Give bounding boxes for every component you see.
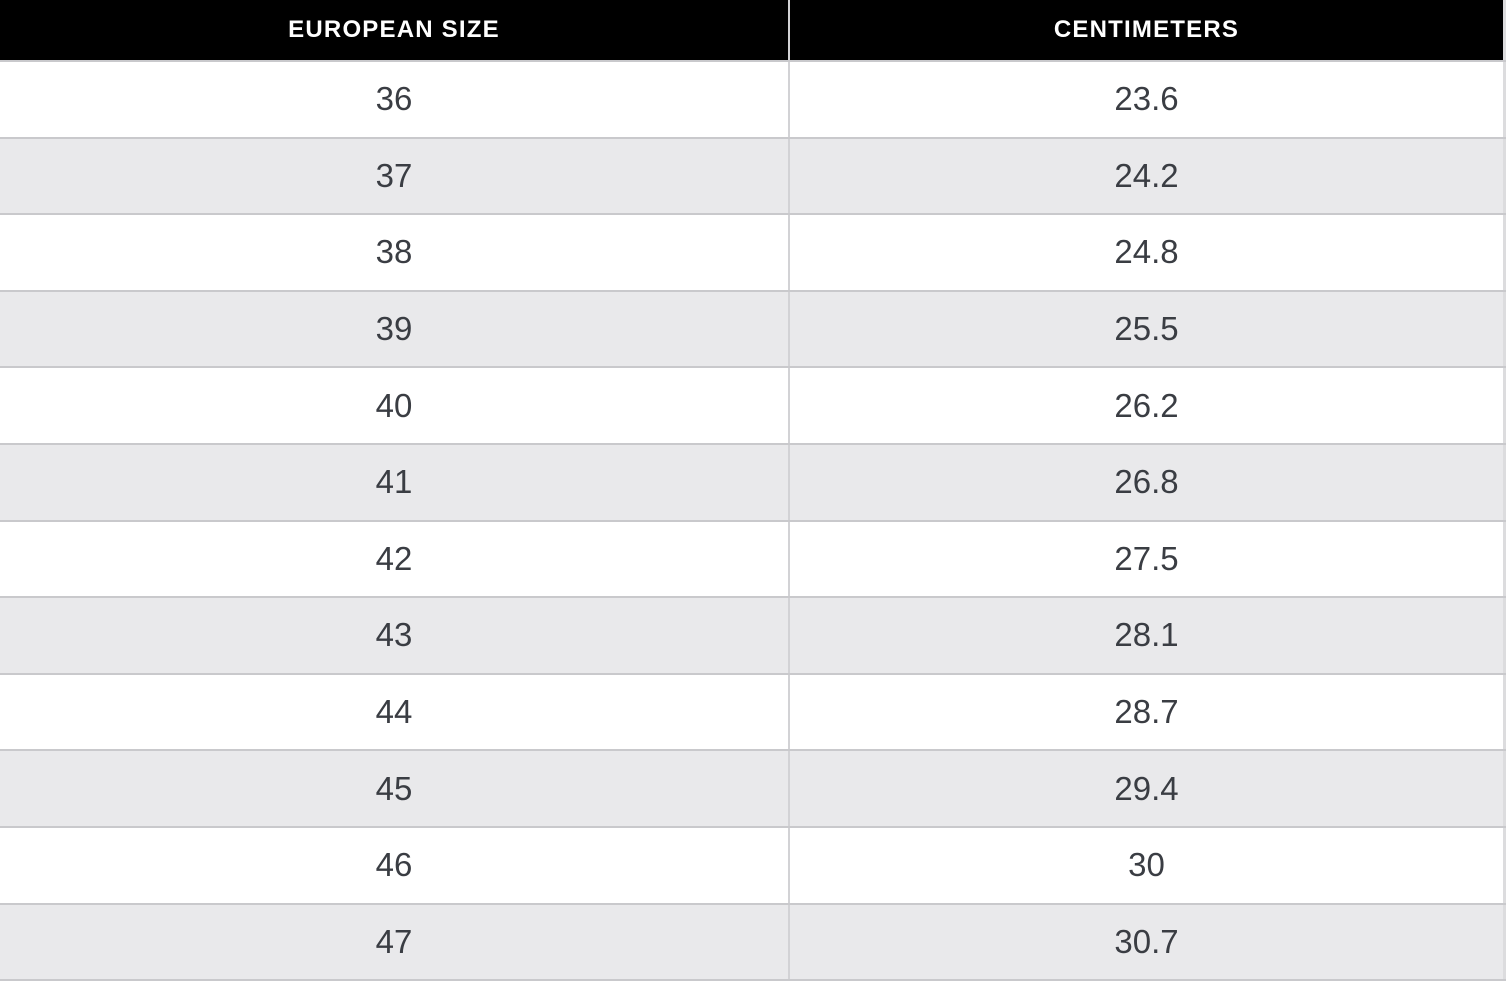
centimeters-cell: 23.6 — [790, 62, 1506, 137]
table-row: 44 28.7 — [0, 674, 1506, 752]
table-row: 37 24.2 — [0, 138, 1506, 216]
column-header-european-size: EUROPEAN SIZE — [0, 0, 790, 60]
centimeters-cell: 25.5 — [790, 291, 1506, 367]
table-row: 38 24.8 — [0, 215, 1506, 292]
table-row: 45 29.4 — [0, 751, 1506, 828]
centimeters-cell: 28.7 — [790, 674, 1506, 750]
table-row: 39 25.5 — [0, 291, 1506, 369]
centimeters-cell: 24.2 — [790, 138, 1506, 214]
table-row: 41 26.8 — [0, 444, 1506, 522]
size-cell: 39 — [0, 291, 790, 367]
centimeters-cell: 30.7 — [790, 904, 1506, 980]
size-cell: 47 — [0, 904, 790, 980]
size-cell: 36 — [0, 62, 790, 137]
size-cell: 46 — [0, 827, 790, 903]
centimeters-cell: 28.1 — [790, 598, 1506, 673]
size-cell: 44 — [0, 674, 790, 750]
column-header-centimeters: CENTIMETERS — [790, 0, 1506, 60]
size-cell: 37 — [0, 138, 790, 214]
table-row: 47 30.7 — [0, 904, 1506, 981]
size-cell: 41 — [0, 444, 790, 520]
table-row: 40 26.2 — [0, 368, 1506, 445]
table-row: 36 23.6 — [0, 62, 1506, 139]
centimeters-cell: 29.4 — [790, 751, 1506, 826]
table-row: 43 28.1 — [0, 598, 1506, 675]
table-row: 42 27.5 — [0, 521, 1506, 599]
centimeters-cell: 27.5 — [790, 521, 1506, 597]
size-cell: 45 — [0, 751, 790, 826]
size-cell: 42 — [0, 521, 790, 597]
size-cell: 38 — [0, 215, 790, 290]
size-cell: 43 — [0, 598, 790, 673]
table-body: 36 23.6 37 24.2 38 24.8 39 25.5 40 26.2 41 26.8 42 27… — [0, 62, 1506, 981]
centimeters-cell: 24.8 — [790, 215, 1506, 290]
table-row: 46 30 — [0, 827, 1506, 905]
table-header-row: EUROPEAN SIZE CENTIMETERS — [0, 0, 1506, 62]
centimeters-cell: 30 — [790, 827, 1506, 903]
size-cell: 40 — [0, 368, 790, 443]
centimeters-cell: 26.2 — [790, 368, 1506, 443]
centimeters-cell: 26.8 — [790, 444, 1506, 520]
